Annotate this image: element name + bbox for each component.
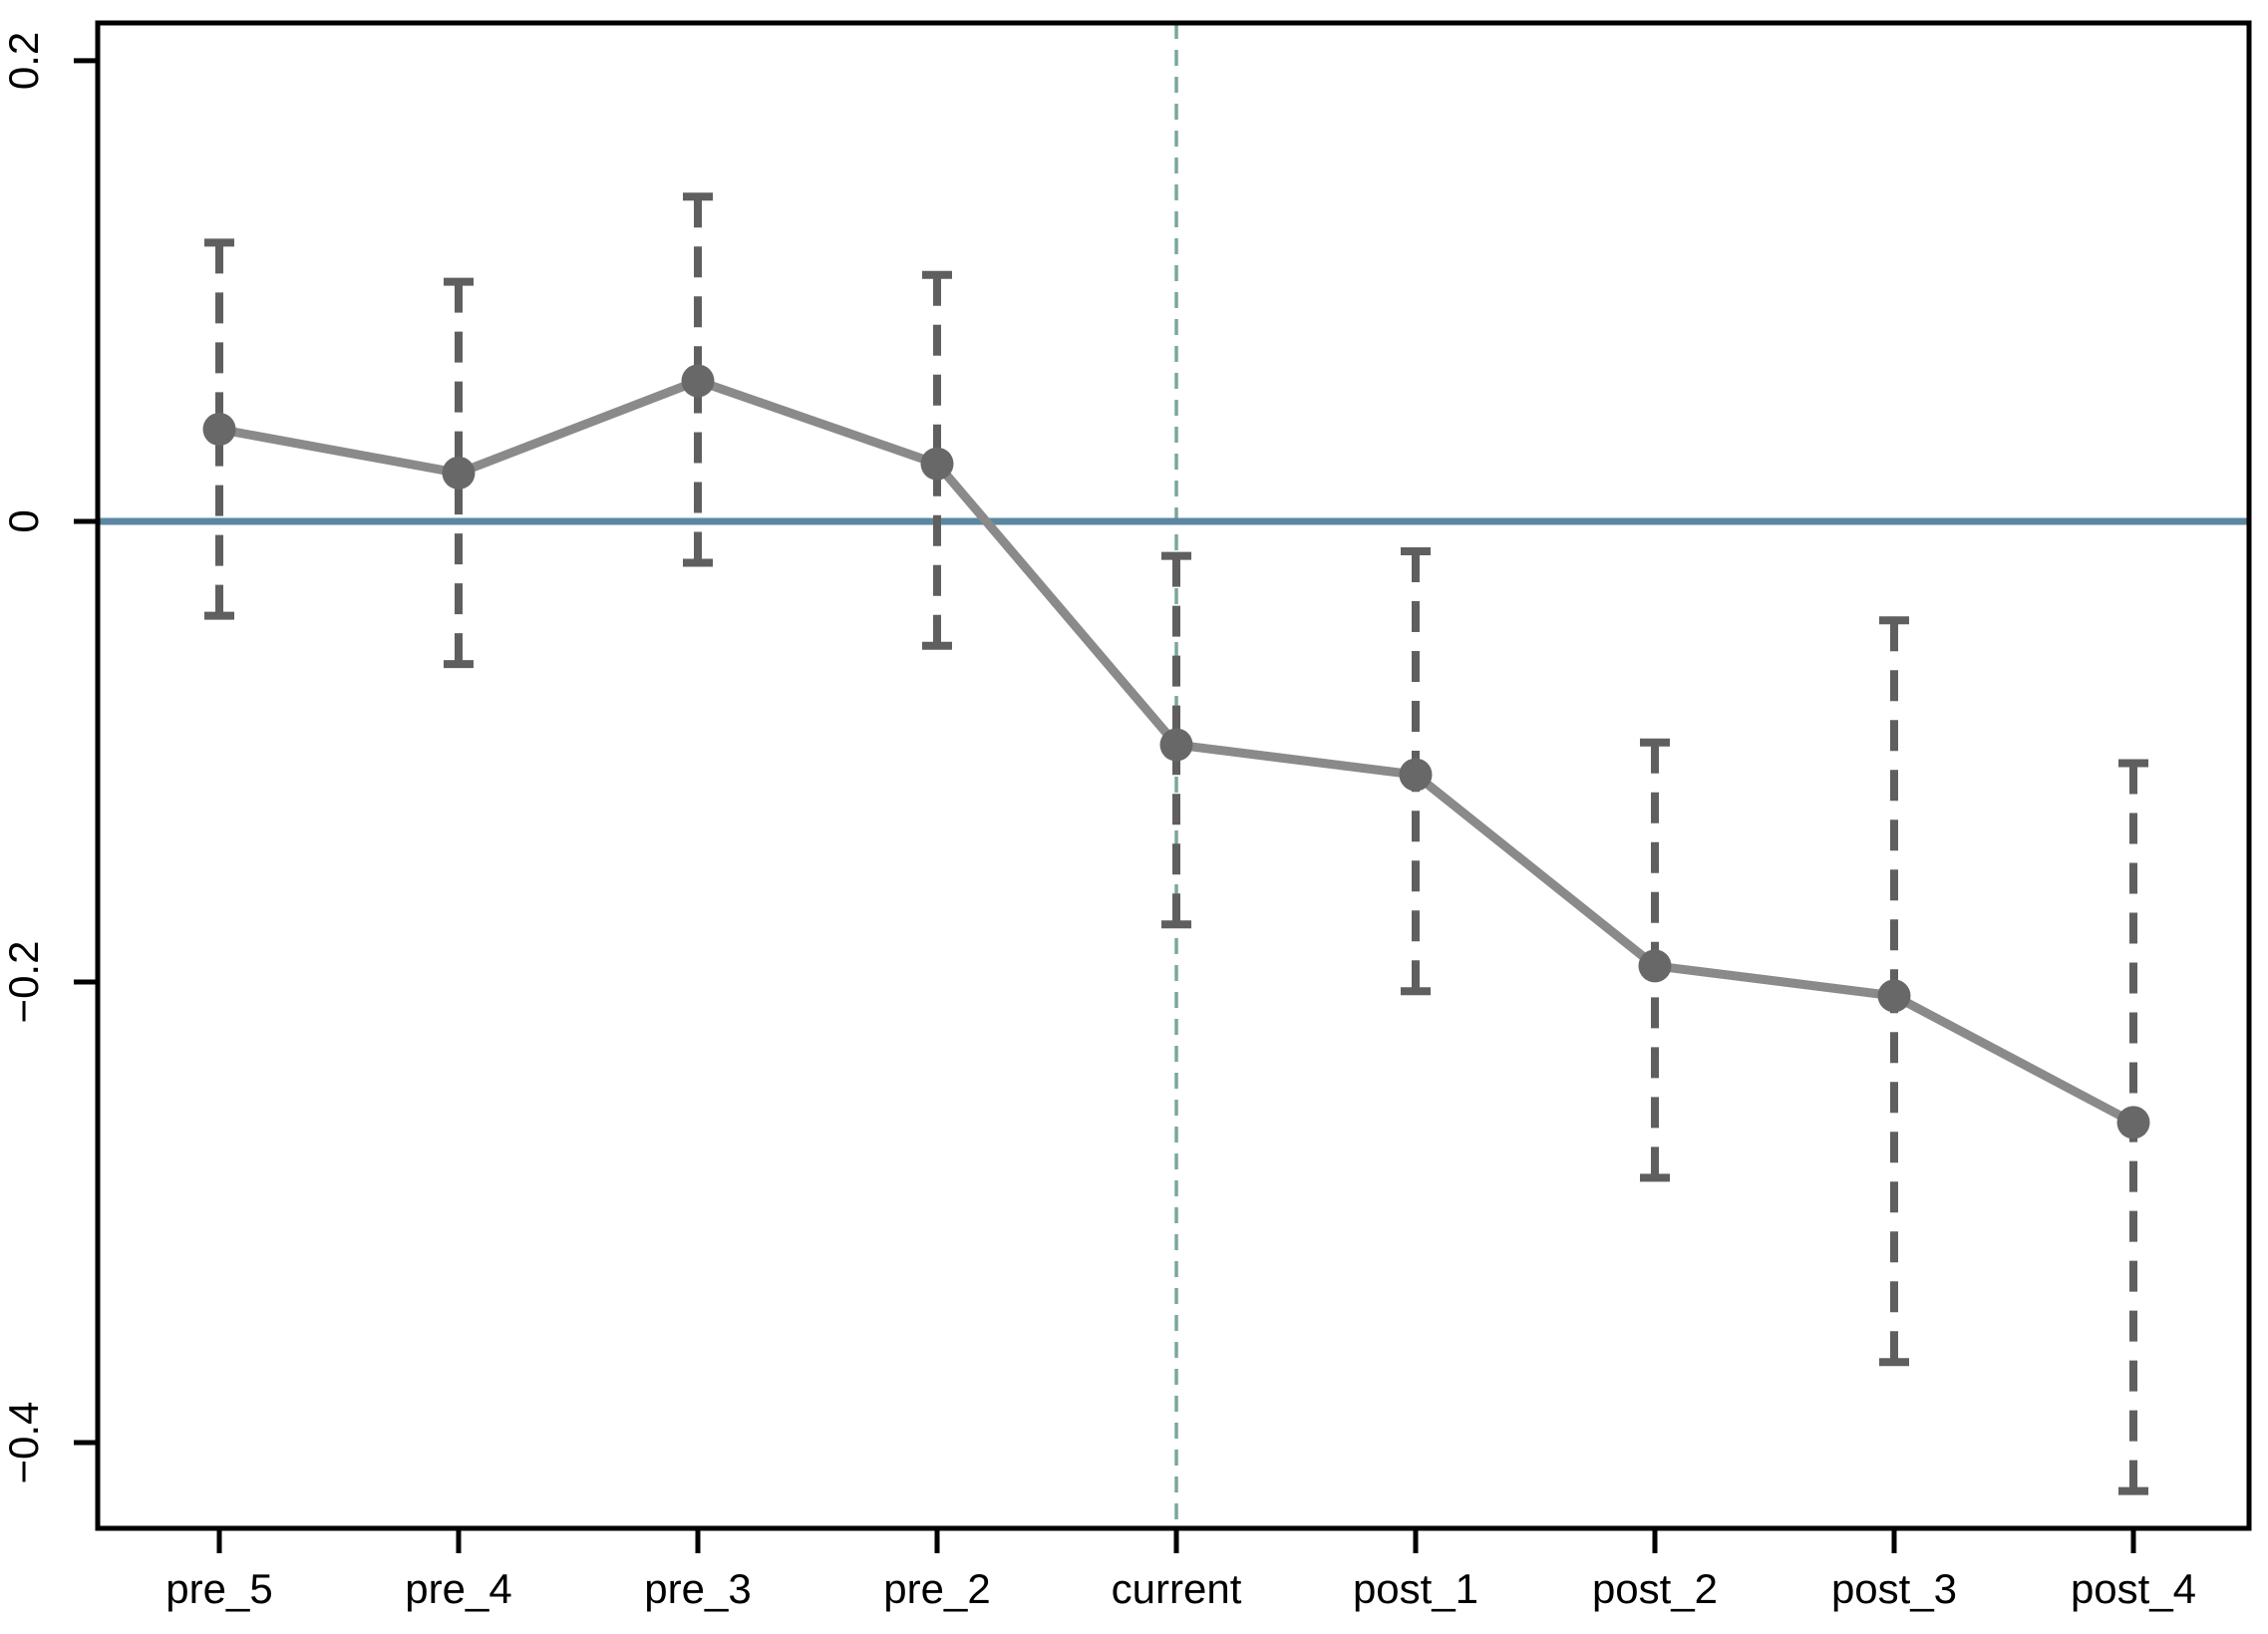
x-tick-label: pre_3 <box>644 1565 751 1612</box>
data-point-marker <box>920 447 954 481</box>
x-tick-label: current <box>1112 1565 1242 1612</box>
data-point-marker <box>202 413 236 447</box>
x-tick-label: post_1 <box>1353 1565 1478 1612</box>
data-point-marker <box>1159 728 1193 762</box>
y-tick-label: 0.2 <box>0 32 47 90</box>
data-point-marker <box>2116 1106 2150 1140</box>
y-tick-label: −0.2 <box>0 941 47 1024</box>
plot-frame <box>95 20 2252 1531</box>
x-tick-label: post_3 <box>1831 1565 1957 1612</box>
data-point-marker <box>1638 949 1672 983</box>
x-tick-label: pre_2 <box>883 1565 990 1612</box>
y-tick-label: −0.4 <box>0 1402 47 1484</box>
data-point-marker <box>442 456 476 490</box>
data-point-marker <box>1399 758 1433 792</box>
data-point-marker <box>1877 979 1911 1013</box>
data-point-marker <box>681 364 715 398</box>
y-tick-label: 0 <box>0 509 47 532</box>
x-tick-label: post_2 <box>1592 1565 1718 1612</box>
x-tick-label: pre_5 <box>165 1565 272 1612</box>
x-tick-label: pre_4 <box>405 1565 511 1612</box>
x-tick-label: post_4 <box>2071 1565 2196 1612</box>
